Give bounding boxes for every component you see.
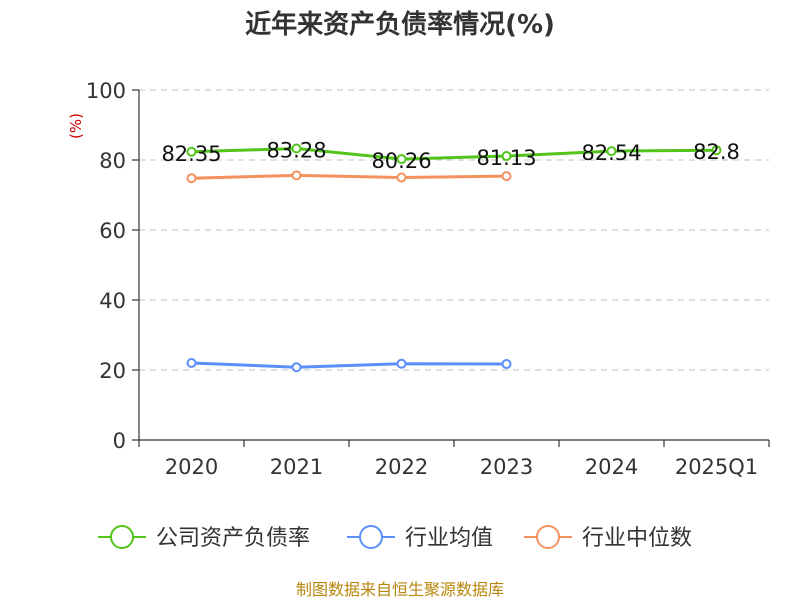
- y-tick-label: 20: [99, 359, 126, 383]
- series-line: [191, 173, 507, 180]
- y-tick-label: 100: [86, 79, 126, 103]
- data-point: [396, 154, 407, 165]
- legend-label: 公司资产负债率: [156, 526, 310, 551]
- y-tick-label: 40: [99, 289, 126, 313]
- legend-item[interactable]: 公司资产负债率: [98, 525, 310, 551]
- data-label: 83.28: [266, 139, 326, 163]
- grid: [139, 89, 769, 371]
- chart-title: 近年来资产负债率情况(%): [245, 9, 555, 40]
- data-point: [501, 151, 512, 162]
- y-axis-label: (%): [67, 113, 85, 139]
- legend-label: 行业均值: [405, 526, 493, 551]
- data-point: [396, 172, 407, 183]
- x-tick-label: 2022: [375, 455, 428, 479]
- y-tick-label: 60: [99, 219, 126, 243]
- data-point: [291, 170, 302, 181]
- data-point: [711, 145, 722, 156]
- legend-item[interactable]: 行业均值: [347, 525, 493, 551]
- x-tick-label: 2023: [480, 455, 533, 479]
- legend-item[interactable]: 行业中位数: [524, 525, 692, 551]
- data-label: 82.35: [161, 142, 221, 166]
- legend-label: 行业中位数: [582, 526, 692, 551]
- data-point: [186, 173, 197, 184]
- data-label: 82.8: [693, 140, 740, 164]
- data-point: [606, 146, 617, 157]
- data-point: [291, 362, 302, 373]
- data-label: 80.26: [371, 149, 431, 173]
- x-tick-label: 2021: [270, 455, 323, 479]
- source-text: 制图数据来自恒生聚源数据库: [296, 580, 504, 599]
- data-point: [501, 171, 512, 182]
- data-point: [291, 143, 302, 154]
- legend-marker: [110, 525, 134, 549]
- x-tick-label: 2024: [585, 455, 638, 479]
- data-point: [396, 358, 407, 369]
- legend-marker: [359, 525, 383, 549]
- x-tick-label: 2020: [165, 455, 218, 479]
- series-line: [191, 361, 507, 369]
- x-tick-label: 2025Q1: [675, 455, 758, 479]
- series-line: [191, 147, 717, 161]
- y-tick-label: 0: [113, 429, 126, 453]
- data-point: [186, 146, 197, 157]
- data-label: 81.13: [476, 146, 536, 170]
- legend-marker: [536, 525, 560, 549]
- data-label: 82.54: [581, 141, 641, 165]
- y-tick-label: 80: [99, 149, 126, 173]
- data-point: [186, 358, 197, 368]
- axes: 0 20 40 60 80 100 2020 2021 2022 2023 2024 2025Q1: [86, 79, 770, 479]
- series: 82.35 83.28 80.26 81.13 82.54 82.8: [161, 139, 740, 373]
- data-point: [501, 359, 512, 370]
- legend[interactable]: 公司资产负债率 行业均值 行业中位数: [98, 525, 692, 551]
